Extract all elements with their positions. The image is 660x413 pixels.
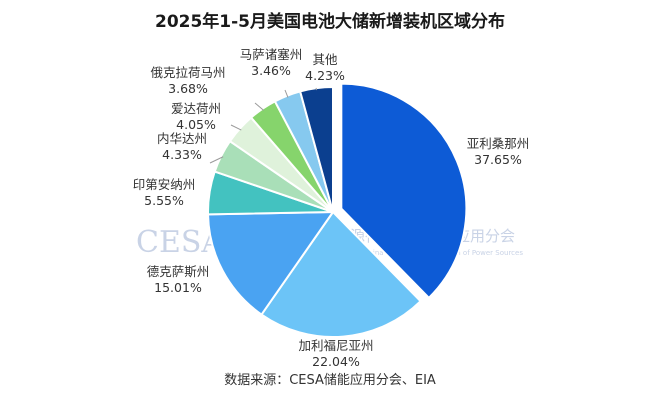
leader-line-6 <box>230 124 242 131</box>
pie-slice-3 <box>207 210 335 316</box>
slice-value-label: 15.01% <box>154 280 202 295</box>
slice-name-label: 德克萨斯州 <box>147 264 210 279</box>
slice-name-label: 俄克拉荷马州 <box>150 65 225 80</box>
slice-name-label: 马萨诸塞州 <box>240 47 303 62</box>
chart-title: 2025年1-5月美国电池大储新增装机区域分布 <box>155 11 505 32</box>
slice-name-label: 爱达荷州 <box>171 101 221 116</box>
slice-value-label: 4.33% <box>162 147 202 162</box>
leader-lines <box>209 87 318 164</box>
slice-value-label: 22.04% <box>312 354 360 369</box>
leader-line-8 <box>284 89 289 98</box>
leader-line-7 <box>254 102 264 111</box>
watermark-org-en: Energy Storage Application Branch of Chi… <box>230 249 523 257</box>
slice-name-label: 亚利桑那州 <box>467 136 530 151</box>
slice-value-label: 3.68% <box>168 81 208 96</box>
pie-slice-2 <box>260 210 422 338</box>
slice-value-label: 4.05% <box>176 117 216 132</box>
leader-line-5 <box>209 156 224 164</box>
slice-value-label: 4.23% <box>305 68 345 83</box>
slice-name-label: 其他 <box>312 52 338 67</box>
slice-value-label: 5.55% <box>144 193 184 208</box>
slice-name-label: 内华达州 <box>157 131 207 146</box>
slice-name-label: 印第安纳州 <box>133 177 196 192</box>
leader-line-9 <box>315 87 318 91</box>
slice-value-label: 37.65% <box>474 152 522 167</box>
pie-slice-1 <box>340 82 468 300</box>
source-note: 数据来源：CESA储能应用分会、EIA <box>224 372 436 388</box>
pie-slices <box>207 82 468 338</box>
slice-name-label: 加利福尼亚州 <box>298 338 373 353</box>
slice-value-label: 3.46% <box>251 63 291 78</box>
